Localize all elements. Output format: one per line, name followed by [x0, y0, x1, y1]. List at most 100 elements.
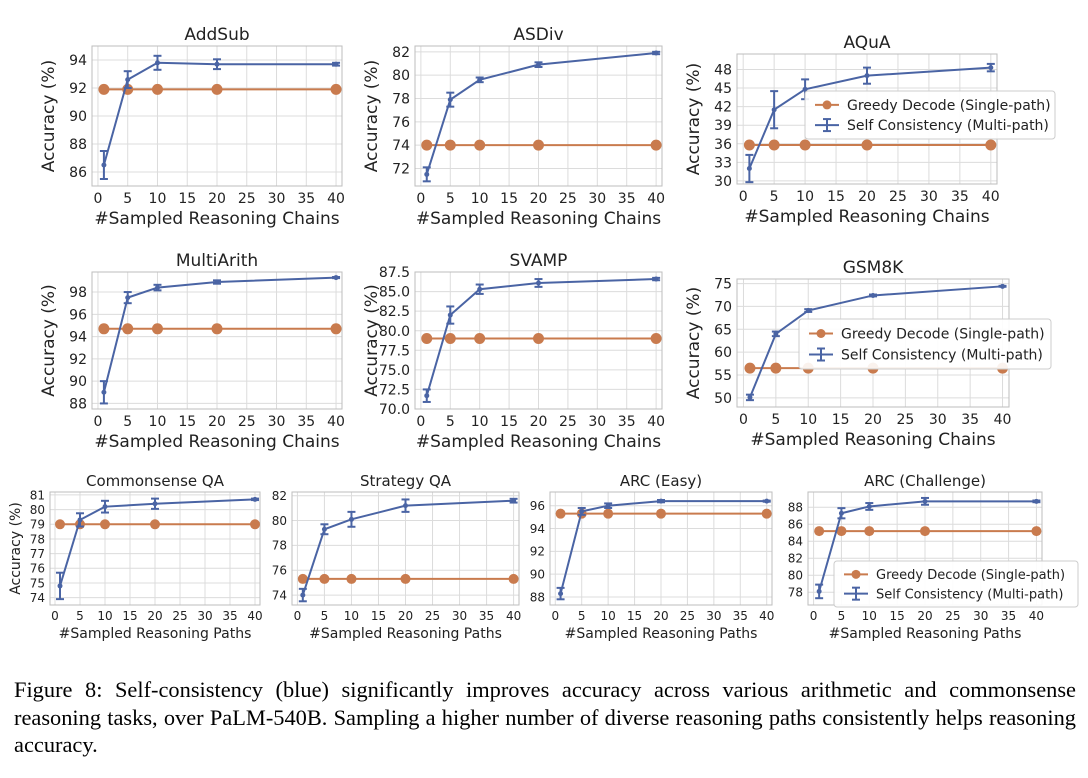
greedy-point — [319, 573, 330, 584]
x-tick-label: 35 — [618, 414, 636, 430]
legend-box — [798, 318, 1052, 370]
plot-frame — [414, 271, 663, 410]
x-tick-label: 30 — [706, 609, 721, 623]
y-tick-label: 80 — [392, 68, 410, 84]
x-tick-label: 30 — [929, 412, 947, 428]
chart-title: SVAMP — [510, 251, 568, 271]
sc-point — [536, 280, 541, 286]
y-tick-label: 90 — [69, 374, 87, 390]
y-tick-label: 88 — [69, 137, 87, 153]
chart-title: ARC (Easy) — [620, 472, 702, 490]
chart-title: ARC (Challenge) — [864, 472, 986, 490]
y-tick-label: 94 — [69, 330, 87, 346]
y-tick-label: 74 — [392, 138, 410, 154]
sc-point — [333, 61, 339, 67]
x-tick-label: 5 — [123, 191, 132, 207]
x-axis-label: #Sampled Reasoning Paths — [59, 626, 252, 642]
sc-point — [988, 65, 994, 71]
sc-point — [805, 308, 811, 314]
sc-point — [922, 498, 928, 504]
x-tick-label: 5 — [76, 609, 84, 623]
x-tick-label: 0 — [416, 191, 425, 207]
greedy-point — [330, 83, 342, 95]
x-axis-label: #Sampled Reasoning Chains — [416, 209, 661, 229]
chart-panel-1: 0 5 10 15 20 25 30 35 40 86 88 90 92 94 AddSub #Sampled… — [39, 25, 345, 229]
sc-point — [747, 394, 753, 400]
x-axis-label: #Sampled Reasoning Paths — [309, 626, 502, 642]
sc-point — [746, 166, 752, 172]
sc-point — [321, 526, 327, 532]
y-axis-label: Accuracy (%) — [684, 287, 704, 399]
y-tick-label: 39 — [714, 118, 732, 134]
x-tick-label: 30 — [588, 414, 606, 430]
legend: Greedy Decode (Single-path) Self Consiste… — [804, 90, 1056, 140]
greedy-point — [474, 139, 486, 151]
x-tick-label: 20 — [147, 609, 162, 623]
x-tick-label: 25 — [680, 609, 695, 623]
greedy-point — [55, 519, 65, 530]
sc-point — [424, 393, 430, 399]
sc-point — [101, 162, 107, 168]
x-axis-label: #Sampled Reasoning Chains — [744, 207, 989, 227]
x-tick-label: 20 — [208, 414, 226, 430]
x-tick-label: 15 — [890, 609, 905, 623]
sc-point — [214, 279, 220, 285]
x-tick-label: 40 — [1029, 609, 1044, 623]
plot-frame — [549, 491, 773, 606]
legend-sc-label: Self Consistency (Multi-path) — [876, 587, 1063, 602]
chart-title: GSM8K — [843, 258, 904, 278]
greedy-point — [770, 362, 782, 374]
y-tick-label: 75.0 — [379, 363, 410, 379]
x-tick-label: 5 — [770, 189, 779, 205]
greedy-point — [650, 139, 662, 151]
chart-panel-5: 0 5 10 15 20 25 30 35 40 70.0 72.5 75.0 77.5 80.0 82.5… — [362, 251, 665, 452]
greedy-point — [122, 323, 134, 335]
legend-sc-label: Self Consistency (Multi-path) — [847, 118, 1049, 134]
legend-greedy-label: Greedy Decode (Single-path) — [847, 98, 1051, 114]
sc-point — [764, 498, 770, 504]
sc-line — [425, 52, 657, 175]
x-tick-label: 5 — [771, 412, 780, 428]
sc-point — [424, 171, 430, 177]
greedy-point — [211, 323, 223, 335]
x-tick-label: 30 — [197, 609, 212, 623]
sc-point — [864, 73, 870, 79]
greedy-point — [799, 139, 811, 151]
x-tick-label: 25 — [896, 412, 914, 428]
y-tick-label: 75 — [714, 277, 732, 293]
x-tick-label: 15 — [832, 412, 850, 428]
y-tick-label: 90 — [530, 568, 545, 582]
x-tick-label: 0 — [551, 609, 559, 623]
y-tick-label: 79 — [30, 518, 45, 532]
x-tick-label: 35 — [1001, 609, 1016, 623]
x-tick-label: 15 — [178, 191, 196, 207]
greedy-point — [444, 139, 456, 151]
x-tick-label: 25 — [238, 414, 256, 430]
y-tick-label: 80.0 — [379, 324, 410, 340]
x-tick-label: 35 — [297, 414, 315, 430]
x-tick-label: 15 — [827, 189, 845, 205]
y-tick-label: 70.0 — [379, 402, 410, 418]
x-tick-label: 0 — [810, 609, 818, 623]
legend-greedy-label: Greedy Decode (Single-path) — [876, 568, 1065, 583]
y-tick-label: 70 — [714, 299, 732, 315]
x-tick-label: 20 — [530, 414, 548, 430]
sc-point — [579, 508, 585, 514]
x-tick-label: 30 — [452, 609, 467, 623]
greedy-point — [150, 519, 160, 530]
sc-line — [102, 276, 337, 393]
greedy-point — [864, 526, 875, 537]
sc-point — [816, 588, 822, 594]
x-tick-label: 30 — [973, 609, 988, 623]
figure-caption: Figure 8: Self-consistency (blue) signif… — [14, 677, 1076, 757]
greedy-point — [861, 139, 873, 151]
x-tick-label: 5 — [446, 414, 455, 430]
greedy-point — [250, 519, 260, 530]
greedy-point — [421, 333, 433, 345]
plot-frame — [49, 491, 261, 606]
greedy-point — [508, 573, 519, 584]
x-tick-label: 5 — [578, 609, 586, 623]
chart-title: ASDiv — [513, 25, 563, 45]
x-tick-label: 35 — [951, 189, 969, 205]
